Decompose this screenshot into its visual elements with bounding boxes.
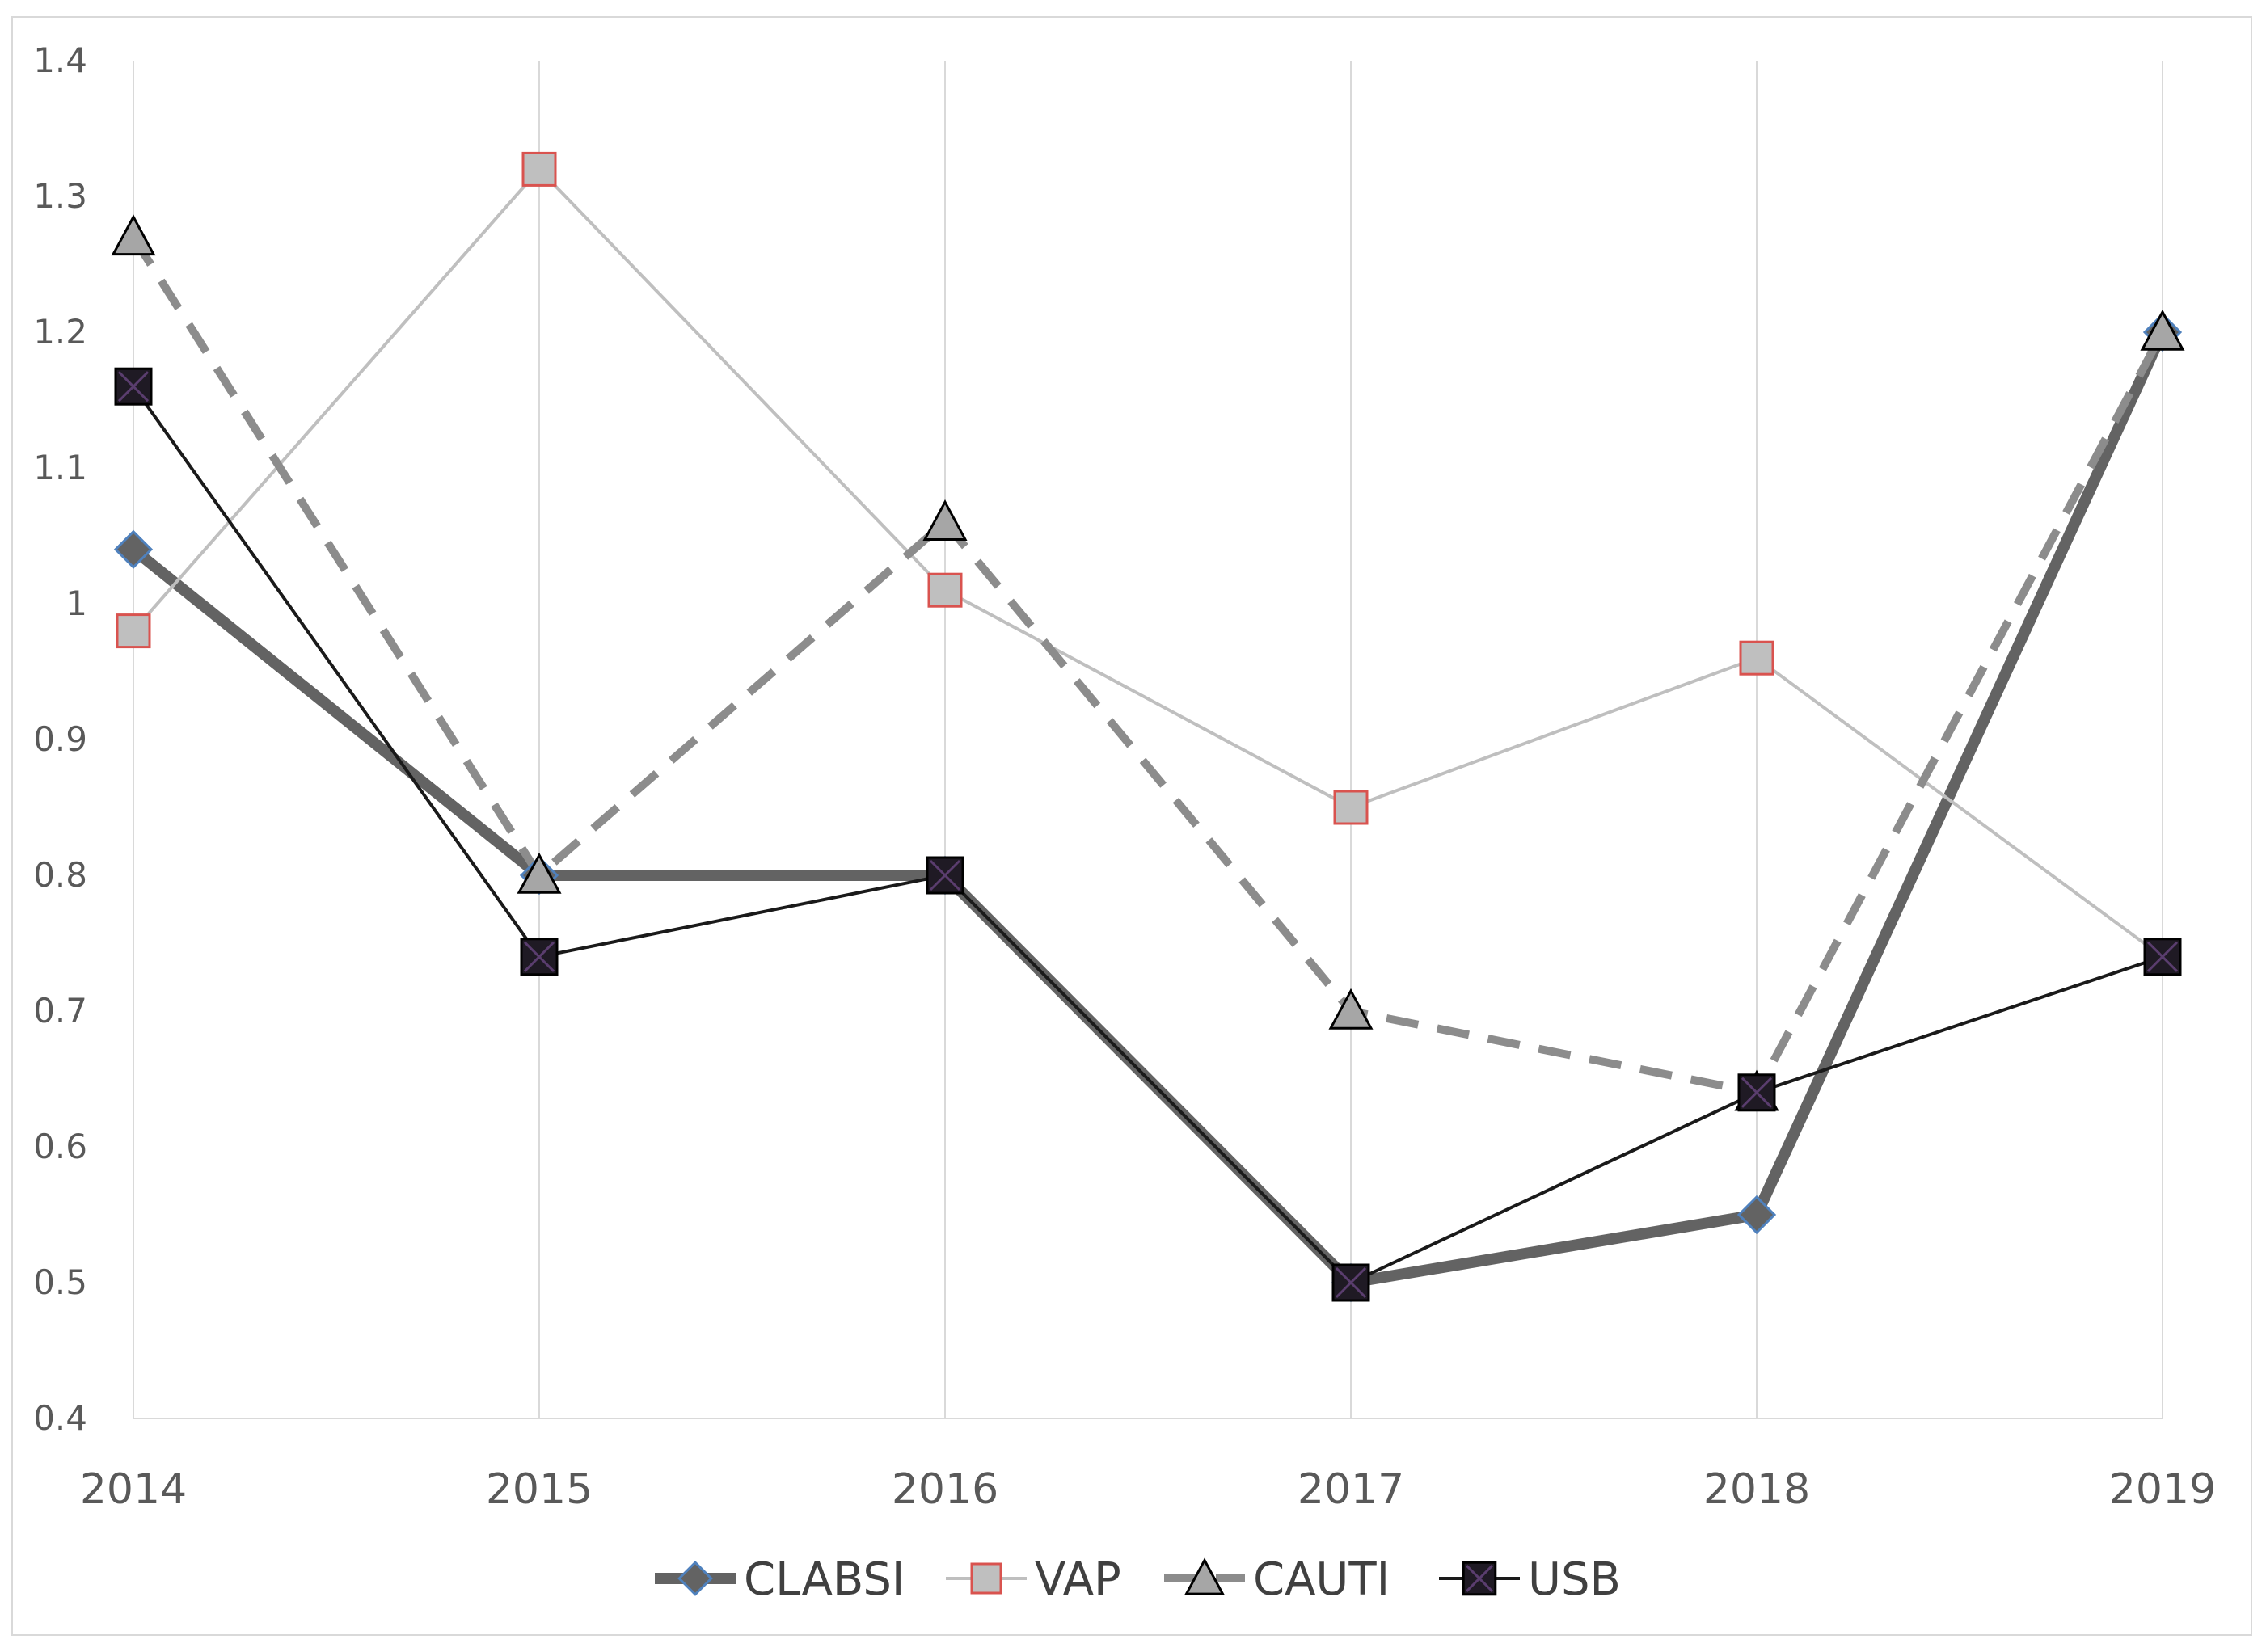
gridlines bbox=[133, 61, 2163, 1419]
series-line-clabsi bbox=[129, 330, 2168, 1288]
x-tick-label-2017: 2017 bbox=[1298, 1465, 1404, 1514]
point-vap-2014 bbox=[116, 613, 151, 649]
point-usb-2018 bbox=[1737, 1073, 1776, 1112]
y-tick-label: 0.7 bbox=[33, 991, 87, 1030]
y-tick-label: 0.6 bbox=[33, 1127, 87, 1166]
point-usb-2015 bbox=[520, 938, 559, 976]
y-tick-label: 0.8 bbox=[33, 855, 87, 895]
x-tick-label-2016: 2016 bbox=[892, 1465, 998, 1514]
series-line-cauti bbox=[129, 234, 2167, 1097]
point-cauti-2016 bbox=[922, 499, 968, 541]
y-tick-label: 1.2 bbox=[33, 312, 87, 352]
y-tick-label: 1 bbox=[65, 584, 87, 623]
legend-item-vap: VAP bbox=[946, 1553, 1121, 1606]
point-usb-2014 bbox=[114, 367, 153, 406]
point-cauti-2015 bbox=[517, 852, 562, 894]
point-vap-2018 bbox=[1739, 640, 1774, 676]
point-vap-2017 bbox=[1333, 790, 1369, 825]
legend-item-cauti: CAUTI bbox=[1164, 1553, 1390, 1606]
series-line-usb bbox=[132, 386, 2163, 1284]
point-vap-2015 bbox=[521, 151, 557, 187]
point-cauti-2014 bbox=[111, 214, 156, 256]
point-usb-2016 bbox=[926, 856, 964, 895]
y-tick-label: 1.1 bbox=[33, 448, 87, 487]
legend-marker-cauti bbox=[1184, 1557, 1226, 1595]
x-tick-label-2018: 2018 bbox=[1703, 1465, 1810, 1514]
point-vap-2016 bbox=[927, 572, 963, 608]
series-lines bbox=[129, 167, 2168, 1288]
x-axis-ticks: 2014 2015 2016 2017 2018 2019 bbox=[80, 1465, 2216, 1514]
legend-marker-vap bbox=[970, 1562, 1002, 1595]
series-line-vap bbox=[132, 167, 2164, 959]
y-tick-label: 0.4 bbox=[33, 1398, 87, 1438]
y-tick-label: 1.3 bbox=[33, 176, 87, 216]
point-usb-2019 bbox=[2143, 938, 2182, 976]
y-tick-label: 0.9 bbox=[33, 719, 87, 759]
y-tick-label: 1.4 bbox=[33, 40, 87, 80]
legend-marker-clabsi bbox=[677, 1561, 713, 1596]
point-clabsi-2018 bbox=[1736, 1195, 1777, 1235]
legend-label-cauti: CAUTI bbox=[1253, 1553, 1390, 1606]
series-markers bbox=[111, 151, 2185, 1303]
x-tick-label-2015: 2015 bbox=[486, 1465, 593, 1514]
x-tick-label-2014: 2014 bbox=[80, 1465, 187, 1514]
x-tick-label-2019: 2019 bbox=[2109, 1465, 2216, 1514]
point-usb-2017 bbox=[1331, 1263, 1370, 1302]
legend-item-clabsi: CLABSI bbox=[655, 1553, 905, 1606]
point-cauti-2017 bbox=[1328, 988, 1374, 1030]
y-axis-ticks: 0.4 0.5 0.6 0.7 0.8 0.9 1 1.1 1.2 1.3 1.4 bbox=[33, 40, 87, 1438]
y-tick-label: 0.5 bbox=[33, 1262, 87, 1302]
legend-label-usb: USB bbox=[1528, 1553, 1621, 1606]
legend-label-vap: VAP bbox=[1035, 1553, 1121, 1606]
point-cauti-2019 bbox=[2140, 309, 2185, 351]
point-clabsi-2014 bbox=[113, 529, 154, 569]
legend-item-usb: USB bbox=[1439, 1553, 1621, 1606]
legend-label-clabsi: CLABSI bbox=[744, 1553, 905, 1606]
legend-marker-usb bbox=[1462, 1561, 1497, 1596]
legend: CLABSI VAP CAUTI USB bbox=[655, 1553, 1621, 1606]
chart-frame bbox=[11, 16, 2252, 1636]
